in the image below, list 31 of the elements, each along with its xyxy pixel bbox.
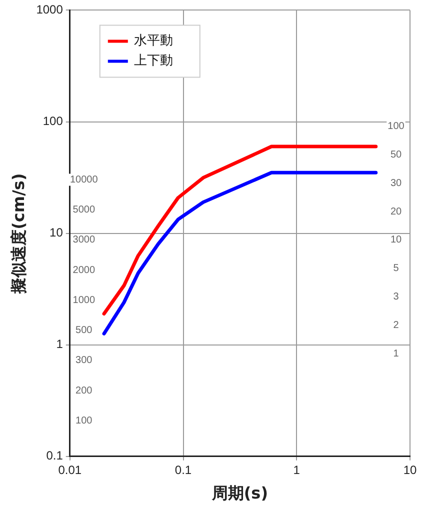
annotation: 10 <box>390 234 402 246</box>
annotation: 30 <box>390 178 402 189</box>
y-axis-title: 擬似速度(cm/s) <box>8 173 28 294</box>
legend-label: 水平動 <box>134 34 173 49</box>
annotation: 100 <box>76 415 93 426</box>
y-tick-label: 100 <box>42 114 64 128</box>
annotation: 300 <box>76 355 93 366</box>
annotation: 10000 <box>70 174 98 186</box>
annotation: 100 <box>388 120 405 132</box>
annotation: 5000 <box>72 204 96 216</box>
annotation: 200 <box>76 385 93 396</box>
x-tick-label: 1 <box>293 462 300 477</box>
x-tick-label: 0.1 <box>174 462 192 477</box>
x-axis-title: 周期(s) <box>210 484 268 503</box>
annotation: 2000 <box>72 264 96 276</box>
x-tick-label: 0.01 <box>58 462 82 477</box>
y-tick-label: 1000 <box>36 2 64 17</box>
y-tick-label: 0.1 <box>46 448 64 463</box>
annotation: 3 <box>393 292 400 303</box>
annotation: 1 <box>393 348 400 360</box>
annotation: 50 <box>390 149 402 160</box>
annotation: 500 <box>76 325 93 336</box>
annotation: 3000 <box>72 234 96 246</box>
y-tick-label: 1 <box>56 337 64 352</box>
y-tick-label: 10 <box>50 226 64 240</box>
annotation: 2 <box>393 320 400 332</box>
annotation: 5 <box>393 263 400 274</box>
annotation: 1000 <box>72 294 96 306</box>
x-tick-label: 10 <box>403 462 417 477</box>
annotation: 20 <box>390 206 402 218</box>
legend-label: 上下動 <box>134 54 173 69</box>
